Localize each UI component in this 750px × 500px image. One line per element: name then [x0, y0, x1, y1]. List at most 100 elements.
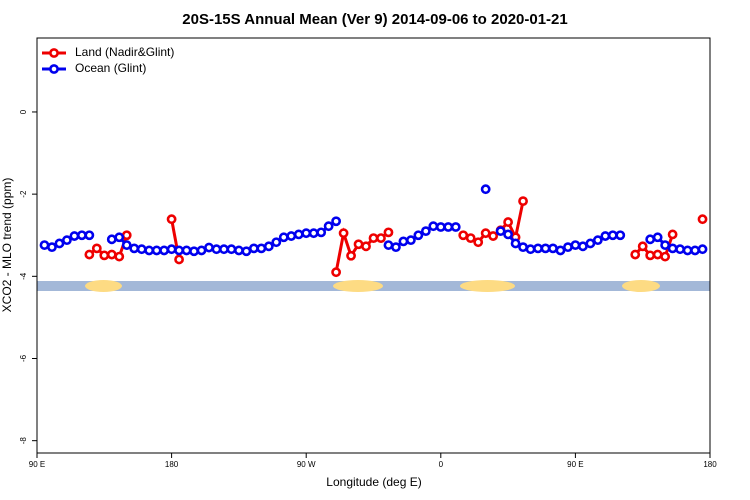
- data-point: [383, 240, 394, 250]
- data-point: [667, 229, 678, 240]
- data-point: [121, 230, 132, 241]
- data-point: [338, 228, 349, 239]
- data-point: [121, 240, 132, 250]
- data-point: [398, 236, 409, 247]
- land-patch: [85, 280, 122, 292]
- data-point: [301, 228, 312, 239]
- data-point: [630, 249, 641, 260]
- data-point: [383, 227, 394, 238]
- data-point: [174, 245, 184, 256]
- data-point: [600, 231, 611, 241]
- data-point: [697, 214, 708, 225]
- data-point: [278, 232, 289, 243]
- x-tick-label: 0: [439, 460, 444, 469]
- data-point: [652, 232, 663, 243]
- data-point: [174, 254, 184, 265]
- data-point: [675, 244, 685, 255]
- data-point: [248, 243, 259, 254]
- data-point: [607, 230, 618, 241]
- data-point: [577, 241, 588, 252]
- data-point: [62, 235, 72, 246]
- data-point: [637, 241, 648, 252]
- data-point: [585, 238, 596, 249]
- data-point: [211, 244, 222, 255]
- data-point: [346, 250, 356, 261]
- data-point: [570, 240, 581, 250]
- land-patch: [333, 280, 383, 292]
- data-point: [548, 243, 558, 254]
- legend-marker: [49, 48, 59, 58]
- data-point: [84, 249, 95, 260]
- data-point: [84, 230, 95, 241]
- y-tick-label: -6: [19, 354, 28, 362]
- data-point: [181, 245, 192, 256]
- data-point: [286, 231, 297, 241]
- land-patch: [622, 280, 660, 292]
- data-point: [533, 243, 543, 254]
- data-point: [435, 222, 446, 232]
- data-point: [503, 229, 513, 240]
- data-point: [204, 242, 214, 253]
- data-point: [420, 226, 431, 237]
- data-point: [465, 233, 476, 244]
- y-tick-label: -2: [19, 190, 28, 198]
- x-tick-label: 90 W: [297, 460, 316, 469]
- data-point: [331, 267, 342, 278]
- data-point: [645, 234, 656, 245]
- data-point: [518, 242, 528, 253]
- x-tick-label: 180: [703, 460, 717, 469]
- data-point: [652, 249, 663, 260]
- data-point: [458, 230, 469, 241]
- data-point: [106, 249, 117, 260]
- data-point: [241, 246, 252, 257]
- data-point: [480, 228, 491, 239]
- data-point: [166, 244, 177, 255]
- legend-label: Ocean (Glint): [75, 61, 146, 75]
- data-point: [518, 196, 528, 207]
- x-axis-label: Longitude (deg E): [326, 475, 421, 489]
- data-point: [361, 241, 371, 252]
- y-axis-label: XCO2 - MLO trend (ppm): [0, 178, 14, 313]
- data-point: [592, 235, 603, 246]
- data-point: [391, 242, 401, 253]
- data-point: [151, 245, 162, 256]
- y-tick-label: -4: [19, 272, 28, 280]
- data-point: [503, 217, 513, 227]
- data-point: [47, 242, 57, 253]
- data-point: [480, 184, 491, 195]
- data-point: [353, 239, 364, 250]
- data-point: [189, 246, 199, 257]
- data-point: [495, 226, 506, 237]
- data-point: [196, 245, 207, 256]
- x-tick-label: 90 E: [29, 460, 45, 469]
- x-tick-label: 90 E: [567, 460, 583, 469]
- data-point: [405, 235, 416, 246]
- data-point: [256, 243, 267, 254]
- data-point: [331, 216, 342, 227]
- data-point: [667, 243, 678, 254]
- data-point: [144, 245, 155, 256]
- data-point: [660, 251, 671, 262]
- data-point: [316, 227, 327, 238]
- data-point: [166, 214, 177, 225]
- data-point: [69, 231, 80, 241]
- data-point: [263, 241, 274, 252]
- plot-frame: [36, 37, 711, 454]
- data-point: [540, 243, 551, 254]
- data-point: [428, 221, 439, 232]
- data-point: [91, 243, 102, 254]
- data-point: [376, 233, 386, 244]
- data-point: [233, 245, 244, 256]
- data-point: [563, 242, 573, 253]
- data-point: [615, 230, 626, 241]
- data-point: [226, 244, 237, 255]
- data-point: [682, 245, 693, 256]
- data-point: [510, 238, 521, 249]
- data-point: [697, 244, 708, 255]
- y-tick-label: 0: [19, 109, 28, 114]
- legend-marker: [49, 64, 59, 74]
- data-point: [99, 250, 110, 261]
- data-point: [219, 244, 229, 255]
- data-point: [114, 251, 125, 262]
